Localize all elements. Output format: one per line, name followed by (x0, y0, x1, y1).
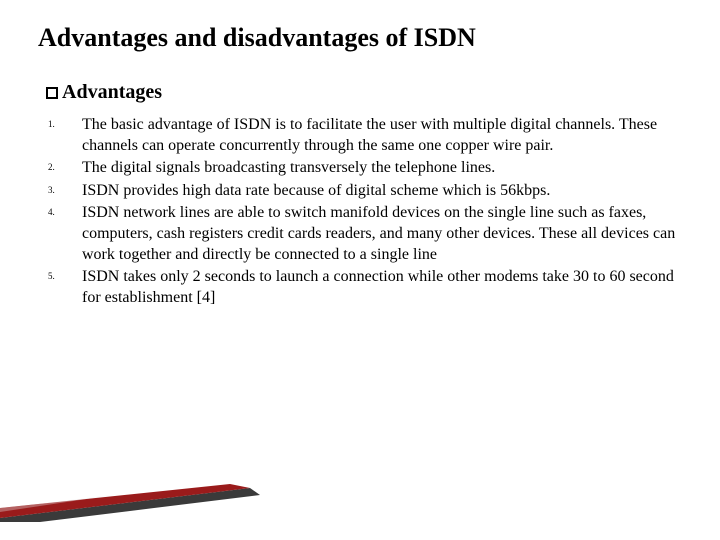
decor-dark (0, 488, 260, 522)
list-item: 4. ISDN network lines are able to switch… (48, 202, 682, 265)
list-number: 2. (48, 157, 82, 174)
subheading: Advantages (46, 81, 682, 104)
list-text: ISDN network lines are able to switch ma… (82, 202, 682, 265)
subheading-text: Advantages (62, 81, 162, 103)
list-number: 5. (48, 266, 82, 283)
decor-red (0, 484, 250, 518)
list-text: The digital signals broadcasting transve… (82, 157, 682, 178)
list-number: 3. (48, 180, 82, 197)
advantages-list: 1. The basic advantage of ISDN is to fac… (48, 114, 682, 308)
list-text: ISDN takes only 2 seconds to launch a co… (82, 266, 682, 308)
corner-decoration-icon (0, 482, 270, 522)
slide-title: Advantages and disadvantages of ISDN (38, 22, 682, 53)
slide: Advantages and disadvantages of ISDN Adv… (0, 0, 720, 540)
list-number: 4. (48, 202, 82, 219)
list-item: 2. The digital signals broadcasting tran… (48, 157, 682, 178)
list-text: ISDN provides high data rate because of … (82, 180, 682, 201)
square-bullet-icon (46, 87, 58, 99)
list-item: 5. ISDN takes only 2 seconds to launch a… (48, 266, 682, 308)
list-item: 1. The basic advantage of ISDN is to fac… (48, 114, 682, 156)
list-number: 1. (48, 114, 82, 131)
list-text: The basic advantage of ISDN is to facili… (82, 114, 682, 156)
list-item: 3. ISDN provides high data rate because … (48, 180, 682, 201)
decor-highlight (0, 494, 120, 512)
